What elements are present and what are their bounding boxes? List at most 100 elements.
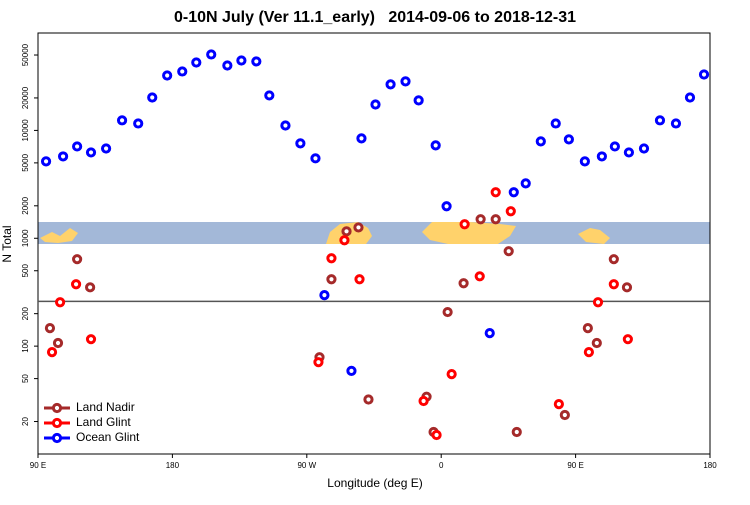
x-tick-label: 180 — [166, 461, 180, 470]
legend-marker — [51, 417, 63, 429]
data-point — [353, 222, 364, 233]
data-point — [535, 136, 546, 147]
data-point — [236, 55, 247, 66]
data-point — [559, 409, 570, 421]
data-point — [484, 328, 495, 339]
data-point — [698, 69, 710, 80]
data-point — [356, 133, 367, 144]
data-point — [670, 118, 682, 129]
data-point — [326, 253, 337, 264]
data-point — [341, 226, 352, 237]
map-strip — [38, 222, 710, 244]
data-point — [295, 138, 306, 149]
data-point — [430, 140, 441, 151]
data-point — [116, 115, 128, 126]
data-point — [147, 92, 158, 103]
land-shape — [40, 228, 78, 243]
x-tick-label: 0 — [439, 461, 444, 470]
data-point — [446, 369, 457, 380]
y-tick-label: 200 — [21, 306, 30, 320]
data-point — [508, 187, 519, 198]
data-point — [490, 187, 501, 198]
data-point — [520, 178, 531, 189]
data-point — [591, 337, 602, 349]
x-tick-label: 90 E — [567, 461, 583, 470]
data-point — [363, 394, 374, 405]
data-point — [326, 274, 337, 285]
y-tick-label: 500 — [21, 264, 30, 278]
data-point — [563, 134, 574, 145]
ocean-strip — [38, 222, 710, 244]
data-point — [621, 282, 633, 293]
data-point — [622, 334, 633, 345]
data-point — [385, 79, 396, 90]
data-point — [418, 395, 429, 407]
data-point — [441, 201, 452, 212]
data-point — [505, 206, 516, 217]
data-point — [474, 271, 485, 282]
y-tick-label: 100 — [21, 339, 30, 353]
x-axis-label: Longitude (deg E) — [327, 476, 422, 490]
data-point — [40, 156, 52, 167]
data-point — [70, 279, 82, 290]
data-point — [46, 347, 58, 358]
data-point — [206, 49, 217, 60]
data-point — [100, 143, 112, 154]
data-point — [313, 357, 324, 368]
y-tick-label: 2000 — [21, 196, 30, 214]
data-point — [191, 57, 202, 68]
x-tick-label: 90 W — [297, 461, 316, 470]
data-point — [579, 156, 590, 167]
data-point — [346, 365, 357, 376]
data-point — [162, 70, 173, 81]
data-point — [431, 429, 442, 441]
data-point — [458, 278, 469, 289]
data-point — [583, 347, 594, 358]
data-point — [85, 334, 97, 345]
data-point — [413, 95, 424, 106]
data-point — [475, 214, 486, 225]
data-point — [251, 56, 262, 67]
data-point — [623, 147, 635, 158]
data-point — [684, 92, 696, 103]
data-point — [442, 306, 453, 318]
data-point — [44, 322, 56, 334]
data-point — [310, 153, 321, 164]
data-point — [280, 120, 291, 131]
data-point — [596, 151, 607, 162]
legend-label: Land Nadir — [76, 400, 135, 414]
data-point — [52, 337, 64, 349]
data-point — [354, 274, 365, 285]
y-tick-label: 20 — [21, 417, 30, 426]
data-point — [85, 147, 97, 158]
data-point — [339, 235, 350, 246]
plot-frame — [37, 32, 711, 455]
x-tick-label: 90 E — [30, 461, 46, 470]
data-point — [222, 60, 233, 71]
y-tick-label: 20000 — [21, 86, 30, 109]
data-point — [592, 297, 604, 308]
data-point — [264, 90, 275, 101]
land-shape — [422, 222, 516, 244]
data-point — [553, 399, 564, 410]
data-point — [638, 143, 650, 154]
data-point — [85, 282, 96, 293]
legend-marker — [51, 402, 63, 414]
data-point — [72, 254, 83, 265]
data-point — [503, 246, 514, 257]
data-point — [55, 297, 66, 308]
data-point — [57, 151, 69, 162]
y-tick-label: 10000 — [21, 119, 30, 142]
data-point — [400, 76, 411, 87]
data-point — [608, 254, 619, 265]
data-point — [133, 118, 144, 129]
data-point — [72, 141, 83, 152]
legend-marker — [51, 432, 63, 444]
data-point — [654, 115, 666, 126]
data-point — [608, 279, 619, 290]
data-point — [459, 219, 470, 230]
y-tick-label: 50 — [21, 374, 30, 383]
y-tick-label: 5000 — [21, 153, 30, 171]
